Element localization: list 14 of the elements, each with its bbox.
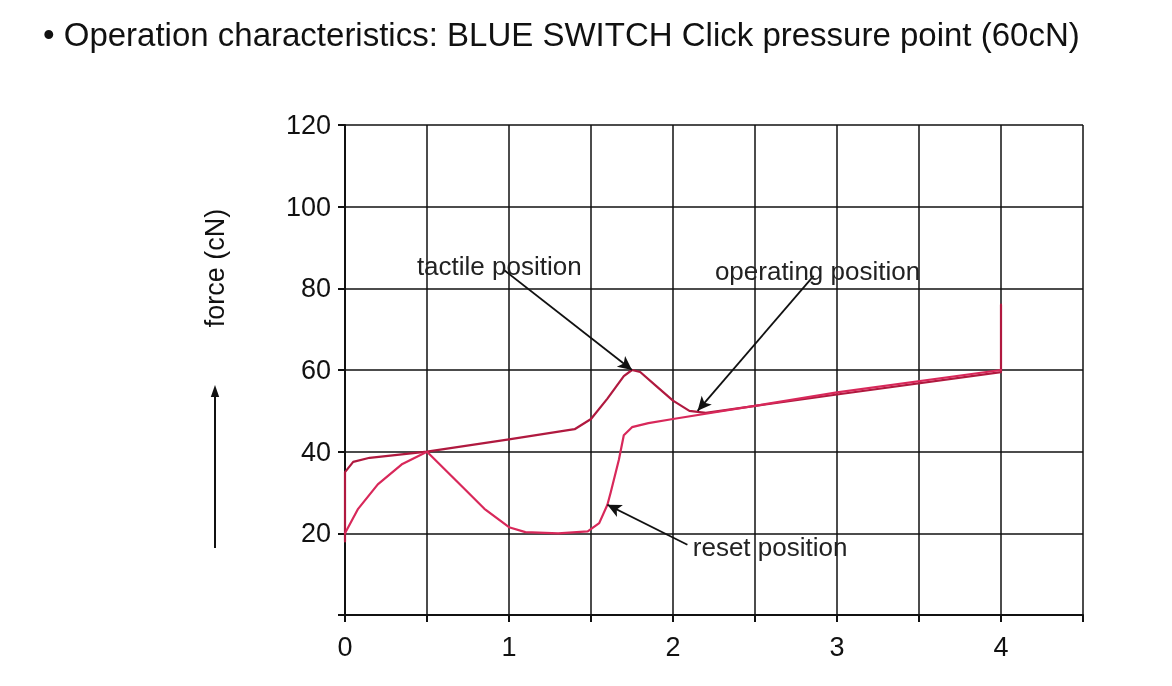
x-tick-label: 0 — [337, 631, 353, 662]
x-tick-label: 2 — [665, 631, 681, 662]
y-tick-label: 20 — [300, 518, 331, 549]
y-axis-title: force (cN) — [200, 208, 230, 328]
y-tick-label: 120 — [285, 110, 331, 140]
y-tick-label: 80 — [300, 273, 331, 304]
x-tick-label: 1 — [501, 631, 517, 662]
y-tick-label: 40 — [300, 436, 331, 467]
x-tick-label: 3 — [829, 631, 845, 662]
y-tick-label: 100 — [285, 191, 331, 222]
chart-title: • Operation characteristics: BLUE SWITCH Click pressure point (60cN) — [43, 15, 1080, 53]
y-tick-label: 60 — [300, 355, 331, 385]
line-series — [343, 368, 1003, 535]
x-tick-label: 4 — [993, 631, 1009, 662]
